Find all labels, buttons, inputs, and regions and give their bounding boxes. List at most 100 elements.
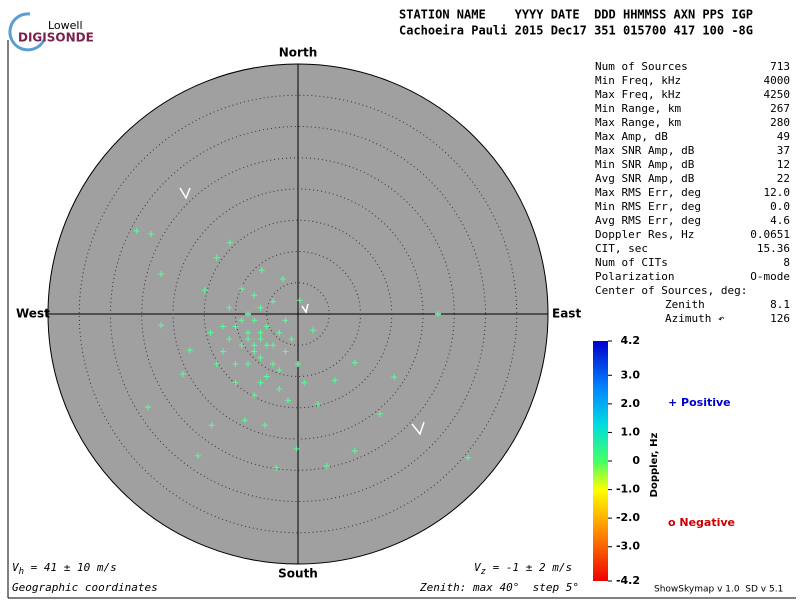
stat-label: Doppler Res, Hz — [595, 228, 694, 241]
stat-label: Avg SNR Amp, dB — [595, 172, 695, 185]
source-point — [282, 348, 289, 355]
stat-value: 0.0 — [770, 200, 790, 213]
source-point — [208, 422, 215, 429]
stat-label: Min Range, km — [595, 102, 681, 115]
source-point — [232, 379, 239, 386]
dir-label: West — [16, 307, 50, 321]
source-point — [276, 329, 283, 336]
source-point — [323, 462, 330, 469]
source-point — [263, 323, 270, 330]
source-point — [376, 411, 383, 417]
stat-value: 12.0 — [764, 186, 791, 199]
source-point — [226, 304, 233, 311]
source-point — [435, 311, 441, 317]
vh-sub: h — [19, 567, 24, 577]
zenith-ring — [110, 126, 486, 502]
source-point — [310, 327, 316, 334]
source-point — [351, 359, 358, 366]
source-point — [251, 348, 258, 355]
stat-label: CIT, sec — [595, 242, 648, 255]
colorbar-tick-label: 3.0 — [621, 368, 641, 381]
source-point — [220, 323, 226, 330]
stat-value: 280 — [770, 116, 790, 129]
source-point — [261, 422, 268, 429]
stat-value: 713 — [770, 60, 790, 73]
logo-bottom: DIGISONDE — [18, 31, 94, 45]
source-point — [270, 298, 276, 305]
source-point — [241, 417, 248, 424]
source-point — [232, 361, 239, 367]
stat-label: Min SNR Amp, dB — [595, 158, 695, 171]
source-point — [226, 336, 233, 342]
zenith-ring — [141, 157, 455, 471]
source-point — [263, 342, 270, 349]
source-point — [301, 379, 308, 386]
source-point — [201, 287, 208, 294]
dir-label: East — [552, 307, 581, 321]
vz-v: V — [474, 561, 482, 574]
stat-value: 4250 — [764, 88, 791, 101]
source-point — [238, 317, 245, 324]
source-point — [257, 379, 264, 386]
center-value: 126 — [770, 312, 790, 325]
colorbar-tick-label: -3.0 — [616, 540, 640, 553]
coords-note: Geographic coordinates — [12, 581, 158, 594]
colorbar — [593, 341, 608, 581]
arrow-mark — [179, 187, 425, 436]
vz-sub: z — [481, 567, 486, 577]
zenith-note: Zenith: max 40° step 5° — [419, 581, 579, 594]
stat-value: 49 — [777, 130, 790, 143]
colorbar-tick-label: -4.2 — [616, 574, 640, 587]
source-point — [285, 397, 291, 404]
source-point — [226, 239, 233, 246]
source-point — [133, 227, 140, 234]
version: ShowSkymap v 1.0 SD v 5.1 — [654, 585, 783, 595]
source-point — [273, 464, 280, 471]
source-point — [245, 311, 251, 317]
source-point — [251, 317, 258, 324]
center-label: Zenith — [665, 298, 705, 311]
vh-v: V — [12, 561, 20, 574]
source-point — [245, 329, 251, 336]
source-point — [270, 342, 276, 349]
source-point — [315, 401, 321, 407]
zenith-ring — [78, 94, 518, 534]
source-point — [257, 329, 264, 336]
center-value: 8.1 — [770, 298, 790, 311]
stat-value: 8 — [783, 256, 790, 269]
source-point — [465, 454, 471, 461]
source-point — [158, 271, 165, 277]
source-point — [213, 361, 220, 367]
source-point — [257, 336, 264, 342]
dir-label: South — [278, 567, 318, 581]
source-point — [220, 348, 226, 355]
source-point — [280, 276, 286, 282]
colorbar-tick-label: -1.0 — [616, 483, 640, 496]
stat-value: 22 — [777, 172, 790, 185]
positive-legend: + Positive — [668, 396, 731, 409]
colorbar-tick-label: 1.0 — [621, 425, 641, 438]
source-point — [276, 367, 283, 374]
source-point — [180, 371, 186, 377]
source-point — [257, 304, 264, 311]
colorbar-label: Doppler, Hz — [649, 433, 660, 498]
zenith-ring — [203, 219, 393, 409]
stat-value: 4000 — [764, 74, 791, 87]
source-point — [245, 336, 251, 342]
source-point — [238, 342, 245, 349]
source-point — [296, 297, 303, 304]
source-point — [232, 323, 239, 330]
zenith-ring — [172, 188, 424, 440]
stat-value: 37 — [777, 144, 790, 157]
source-point — [263, 373, 270, 380]
vh-rest: = 41 ± 10 m/s — [24, 561, 117, 574]
stat-value: 0.0651 — [750, 228, 790, 241]
stat-label: Polarization — [595, 270, 674, 283]
dir-label: North — [279, 46, 317, 60]
stat-value: O-mode — [750, 270, 790, 283]
source-point — [251, 342, 258, 349]
stat-label: Min Freq, kHz — [595, 74, 681, 87]
header-line: Cachoeira Pauli 2015 Dec17 351 015700 41… — [399, 24, 753, 38]
logo-swoosh — [8, 12, 46, 52]
stat-label: Min RMS Err, deg — [595, 200, 701, 213]
